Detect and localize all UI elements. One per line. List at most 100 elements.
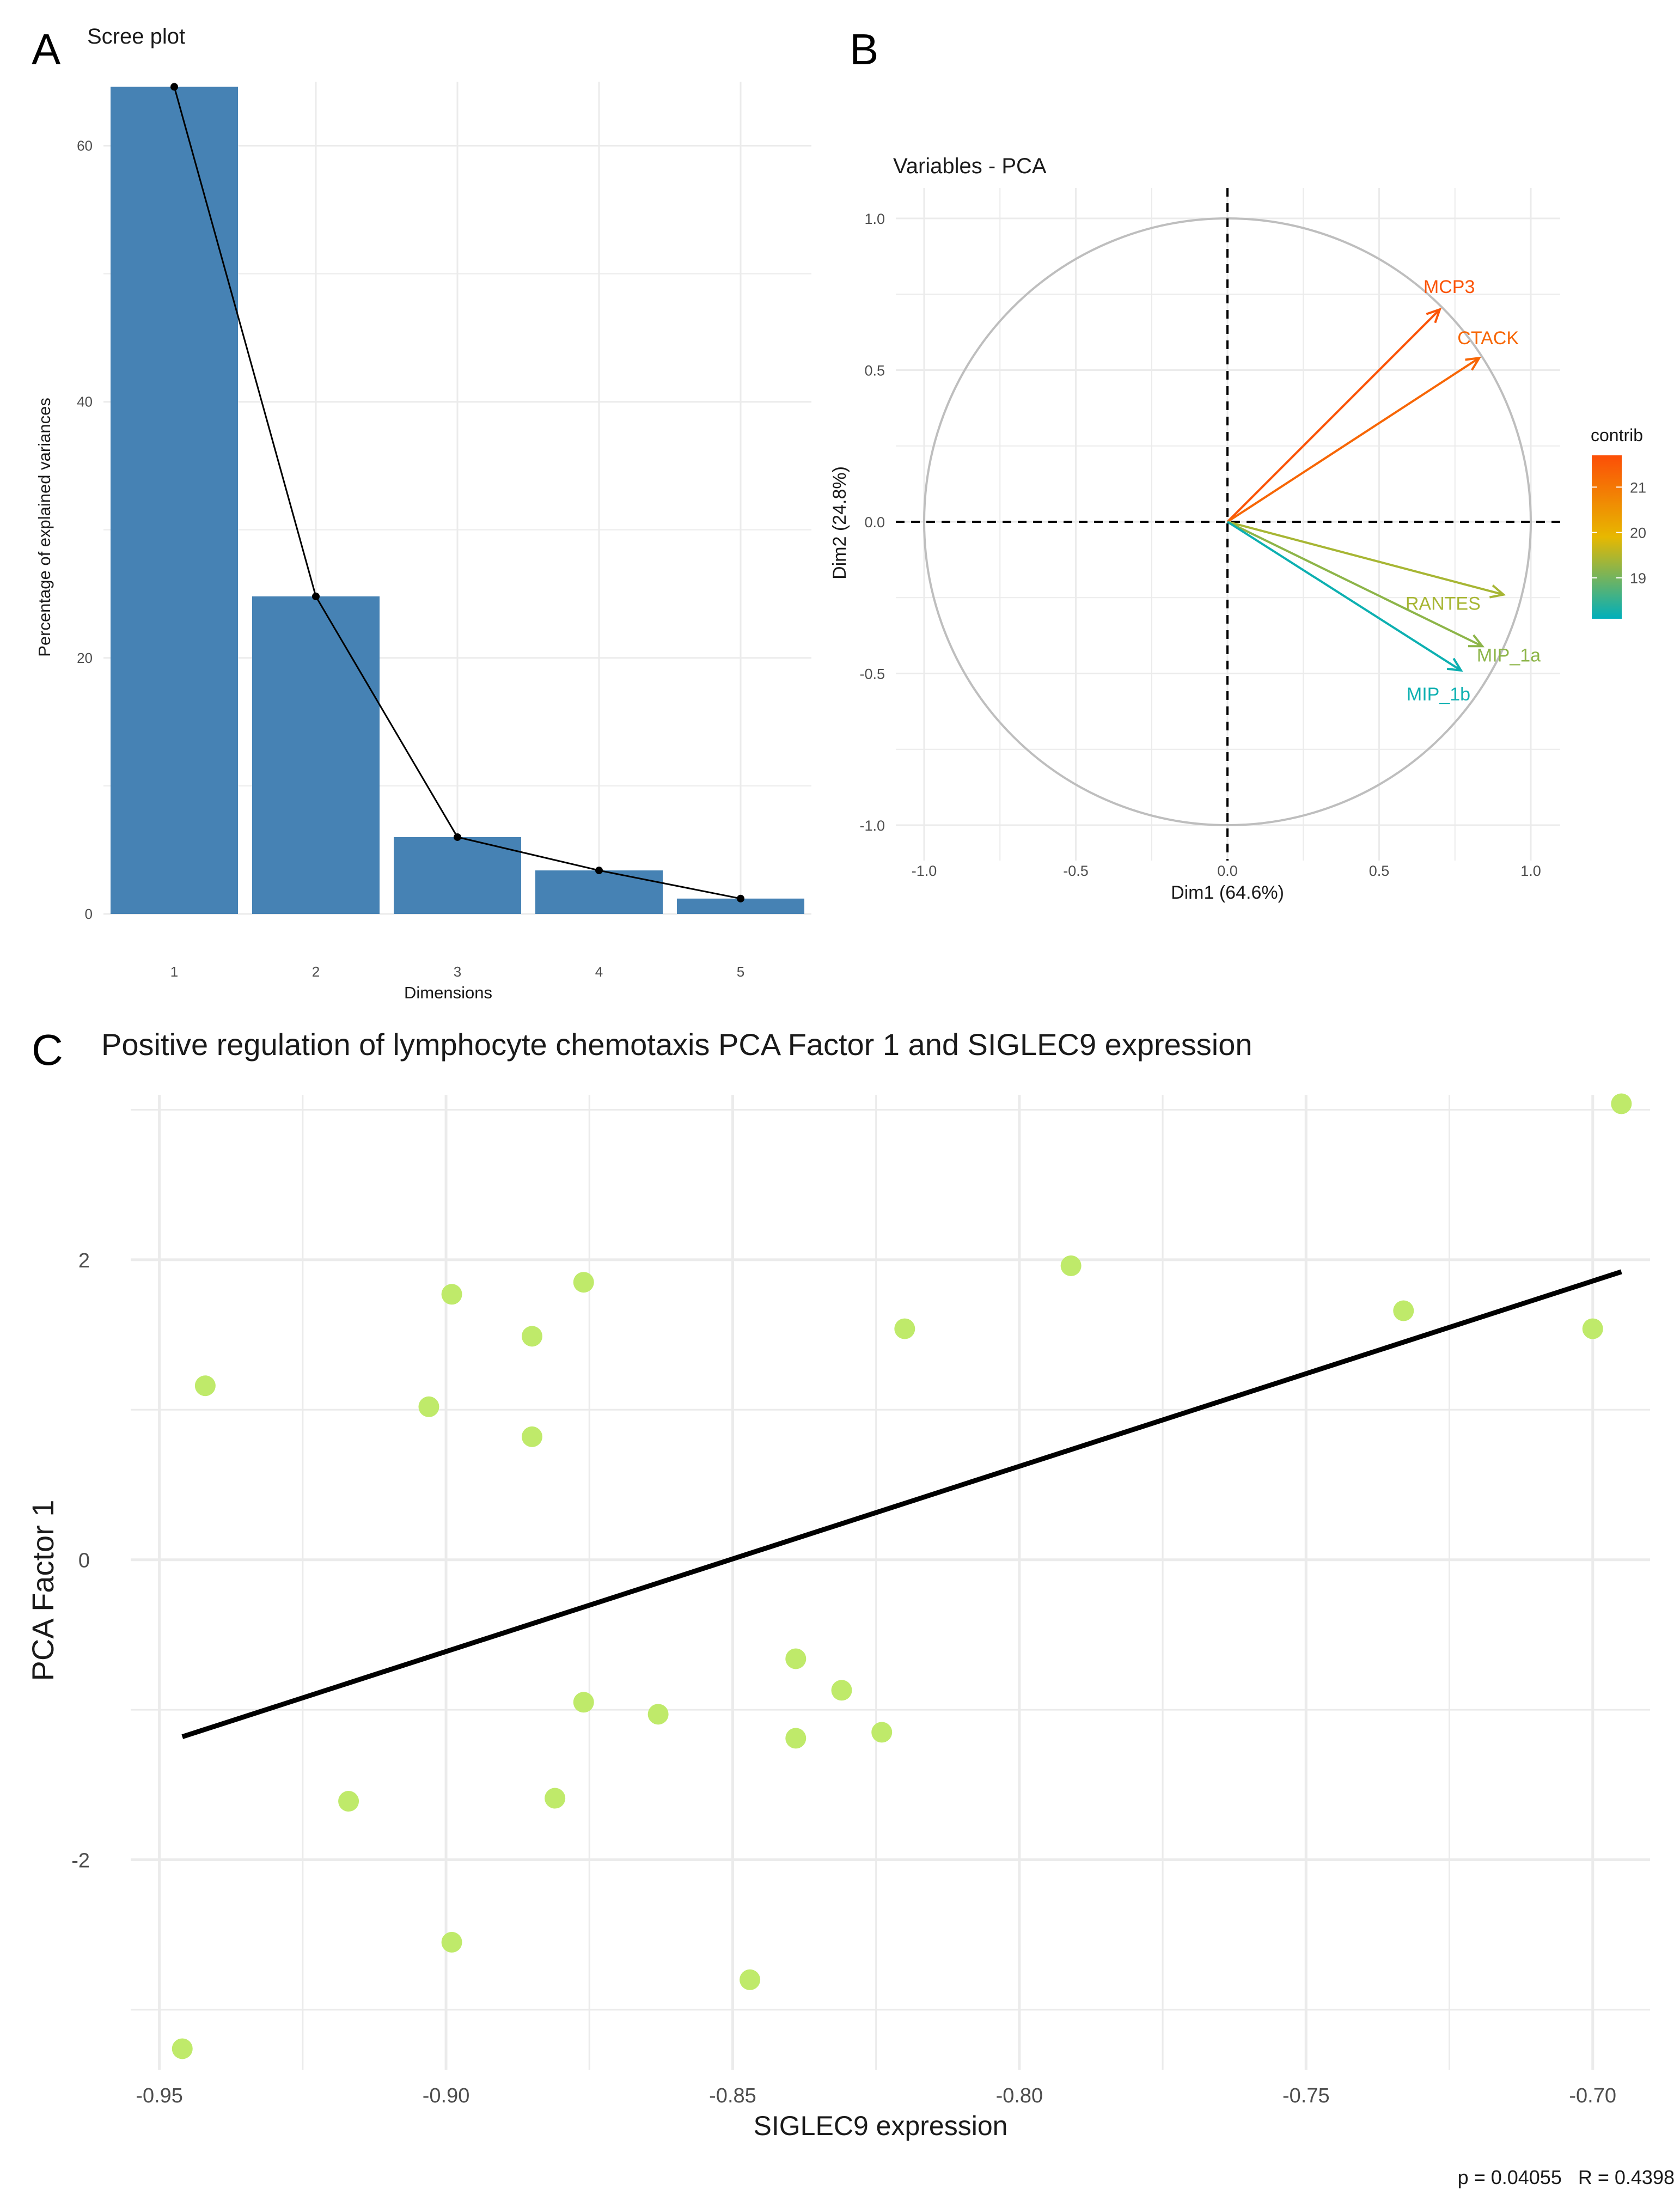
data-point (573, 1692, 594, 1713)
pca-vector-label: CTACK (1457, 328, 1519, 349)
pca-x-label: Dim1 (64.6%) (1171, 882, 1284, 903)
siglec9-scatter-plot: Positive regulation of lymphocyte chemot… (26, 1027, 1675, 2188)
scree-bar (394, 837, 521, 914)
siglec9-x-tick-label: -0.85 (709, 2084, 756, 2107)
scree-x-tick-label: 3 (454, 964, 461, 980)
data-point (831, 1680, 852, 1701)
scree-plot: Scree plot 0 20 40 60 1 2 3 4 5 Dimensions Perc… (35, 25, 811, 1002)
correlation-stats: p = 0.04055 R = 0.4398 (1458, 2166, 1675, 2188)
scree-y-label: Percentage of explained variances (35, 398, 54, 657)
data-point (647, 1704, 669, 1725)
data-point (740, 1969, 761, 1990)
scree-x-label: Dimensions (404, 983, 492, 1002)
pca-vector-arrow (1226, 521, 1462, 672)
pca-y-tick-label: -0.5 (859, 666, 885, 682)
scree-point (170, 83, 178, 91)
data-point (521, 1426, 542, 1447)
pca-vector-arrow (1226, 308, 1441, 523)
scree-y-tick-label: 20 (77, 650, 93, 666)
pca-vector-arrowhead (1426, 307, 1442, 324)
pca-zero-lines (896, 188, 1560, 861)
data-point (418, 1396, 439, 1417)
data-point (1611, 1093, 1632, 1114)
scree-point (312, 593, 320, 601)
scree-x-tick-label: 1 (170, 964, 178, 980)
siglec9-y-tick-label: -2 (71, 1849, 90, 1872)
siglec9-y-ticks: -2 0 2 (71, 1249, 90, 1873)
pca-y-tick-label: 1.0 (864, 211, 885, 227)
scree-line (170, 83, 744, 903)
pca-vector-arrowhead (1446, 657, 1463, 672)
siglec9-y-tick-label: 2 (78, 1249, 90, 1272)
panel-label-b: B (850, 25, 878, 74)
scree-bar (252, 596, 380, 914)
siglec9-x-ticks: -0.95 -0.90 -0.85 -0.80 -0.75 -0.70 (136, 2084, 1616, 2107)
pca-x-tick-label: 0.0 (1217, 863, 1238, 879)
data-point (172, 2038, 193, 2059)
data-point (545, 1788, 566, 1809)
scree-y-tick-label: 60 (77, 138, 93, 154)
pca-vector-label: MIP_1b (1407, 684, 1470, 705)
pca-vector-label: MCP3 (1424, 277, 1475, 297)
pca-vector-label: MIP_1a (1477, 645, 1541, 666)
scree-point (737, 894, 744, 903)
siglec9-x-tick-label: -0.80 (996, 2084, 1043, 2107)
pca-y-label: Dim2 (24.8%) (829, 466, 850, 580)
data-point (194, 1375, 216, 1397)
pca-vector-arrow (1226, 357, 1480, 523)
scree-y-tick-label: 0 (85, 906, 93, 922)
scree-y-tick-label: 40 (77, 394, 93, 410)
siglec9-x-tick-label: -0.70 (1569, 2084, 1616, 2107)
pca-vector-label: RANTES (1406, 594, 1481, 614)
data-point (894, 1318, 915, 1339)
scree-point (595, 867, 603, 875)
contrib-legend-tick-label: 21 (1630, 479, 1646, 496)
pca-y-tick-label: 0.0 (864, 514, 885, 531)
pca-vector-arrow (1227, 521, 1504, 596)
contrib-legend-tick-label: 20 (1630, 525, 1646, 541)
siglec9-title: Positive regulation of lymphocyte chemot… (101, 1027, 1252, 1062)
pca-vector-arrowhead (1465, 356, 1482, 371)
siglec9-x-tick-label: -0.95 (136, 2084, 183, 2107)
pca-vector-arrow (1227, 521, 1483, 648)
data-point (871, 1722, 893, 1743)
pca-vectors: MCP3 CTACK RANTES MIP_1a MIP_1b (1226, 277, 1541, 705)
contrib-colorbar (1592, 455, 1622, 619)
pca-x-tick-label: 1.0 (1520, 863, 1541, 879)
regression-line (181, 1269, 1622, 1739)
scree-x-tick-label: 5 (737, 964, 744, 980)
pca-y-ticks: -1.0 -0.5 0.0 0.5 1.0 (859, 211, 885, 834)
contrib-legend-tick-label: 19 (1630, 570, 1646, 587)
siglec9-grid (131, 1095, 1650, 2070)
siglec9-x-label: SIGLEC9 expression (754, 2111, 1008, 2141)
data-point (441, 1284, 462, 1305)
scree-bar (111, 87, 238, 914)
siglec9-x-tick-label: -0.90 (423, 2084, 470, 2107)
pca-vector-arrowhead (1468, 634, 1485, 648)
scree-title: Scree plot (87, 25, 185, 48)
scree-bars (111, 87, 804, 914)
pca-x-tick-label: 0.5 (1369, 863, 1390, 879)
pca-x-tick-label: -1.0 (912, 863, 937, 879)
data-point (521, 1326, 542, 1347)
siglec9-y-label: PCA Factor 1 (26, 1499, 60, 1681)
data-point (338, 1791, 359, 1812)
scree-x-tick-label: 2 (312, 964, 320, 980)
scree-point (454, 833, 461, 841)
data-point (785, 1728, 807, 1749)
data-point (1393, 1300, 1414, 1321)
siglec9-points (172, 1093, 1632, 2059)
data-point (441, 1931, 462, 1953)
pca-variables-plot: Variables - PCA MCP3 CTACK RANTES MIP_1a MIP… (829, 154, 1646, 903)
data-point (573, 1272, 594, 1293)
pca-title: Variables - PCA (893, 154, 1047, 178)
contrib-legend: contrib 19 20 21 (1591, 425, 1646, 619)
pca-x-tick-label: -0.5 (1063, 863, 1089, 879)
panel-label-c: C (32, 1026, 63, 1074)
pca-y-tick-label: 0.5 (864, 363, 885, 379)
scree-x-ticks: 1 2 3 4 5 (170, 964, 744, 980)
pca-x-ticks: -1.0 -0.5 0.0 0.5 1.0 (912, 863, 1541, 879)
scree-y-ticks: 0 20 40 60 (77, 138, 93, 922)
pca-vector-arrowhead (1489, 584, 1506, 599)
